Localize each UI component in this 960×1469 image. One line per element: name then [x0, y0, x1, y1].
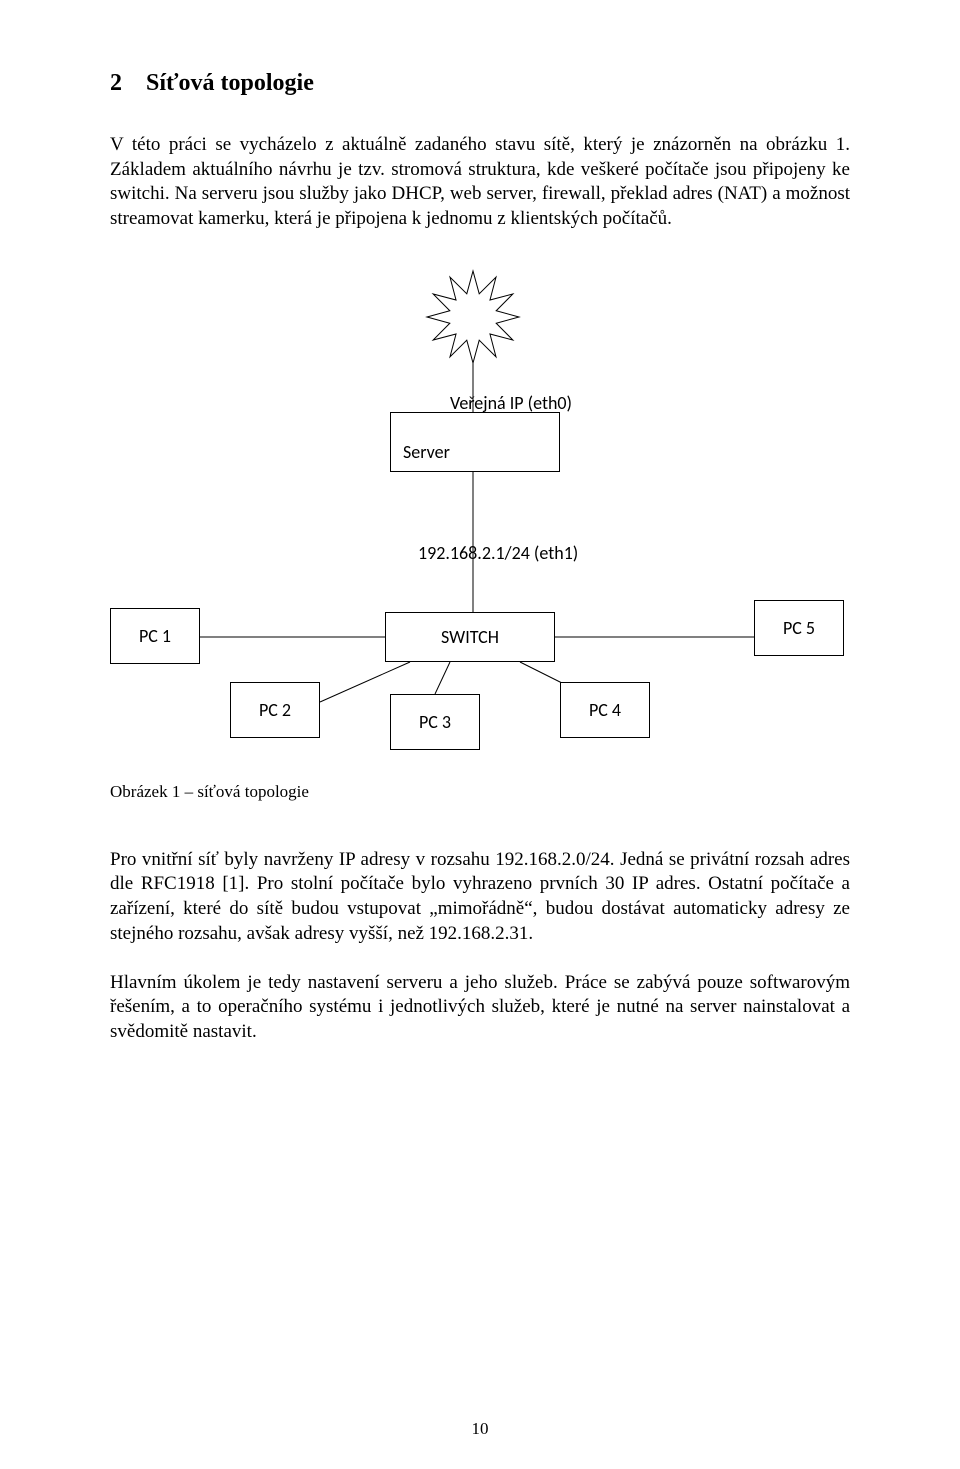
page-number: 10 [0, 1419, 960, 1439]
pc3-label: PC 3 [419, 711, 451, 733]
paragraph-2: Pro vnitřní síť byly navrženy IP adresy … [110, 848, 850, 947]
server-label: Server [403, 441, 450, 463]
paragraph-1: V této práci se vycházelo z aktuálně zad… [110, 133, 850, 232]
public-ip-label: Veřejná IP (eth0) [450, 392, 572, 414]
www-label: WWW [449, 307, 497, 329]
heading-title: Síťová topologie [146, 70, 314, 96]
section-heading: 2 Síťová topologie [110, 70, 850, 97]
switch-box: SWITCH [385, 612, 555, 662]
paragraph-3: Hlavním úkolem je tedy nastavení serveru… [110, 971, 850, 1045]
pc2-label: PC 2 [259, 699, 291, 721]
switch-label: SWITCH [441, 626, 499, 648]
pc4-box: PC 4 [560, 682, 650, 738]
pc2-box: PC 2 [230, 682, 320, 738]
pc5-box: PC 5 [754, 600, 844, 656]
pc3-box: PC 3 [390, 694, 480, 750]
lan-ip-label: 192.168.2.1/24 (eth1) [418, 542, 578, 564]
figure-caption: Obrázek 1 – síťová topologie [110, 782, 850, 802]
pc5-label: PC 5 [783, 617, 815, 639]
topology-diagram: WWW Server SWITCH PC 1 PC 2 PC 3 PC 4 PC… [110, 262, 850, 752]
www-star-icon [110, 262, 850, 752]
pc1-box: PC 1 [110, 608, 200, 664]
server-box: Server [390, 412, 560, 472]
pc4-label: PC 4 [589, 699, 621, 721]
diagram-lines [110, 262, 850, 752]
pc1-label: PC 1 [139, 625, 171, 647]
heading-number: 2 [110, 70, 140, 97]
